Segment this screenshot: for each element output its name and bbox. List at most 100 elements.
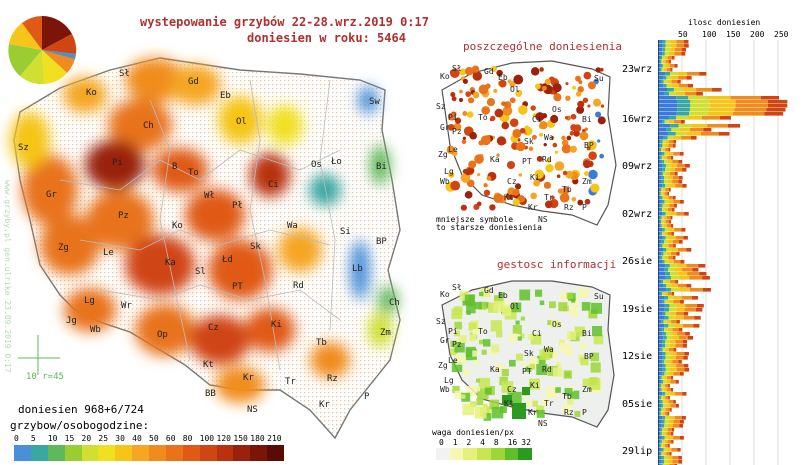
history-bar — [678, 328, 683, 332]
report-dot — [506, 160, 516, 170]
history-bar — [672, 360, 679, 364]
city-label: Sz — [436, 102, 446, 111]
city-label: Ci — [532, 115, 542, 124]
history-bar — [658, 256, 661, 260]
history-bar — [658, 220, 660, 224]
history-bar — [665, 272, 671, 276]
history-bar — [658, 416, 663, 420]
city-label: Si — [340, 227, 351, 237]
legend-tick: 40 — [132, 434, 142, 443]
history-bar — [658, 244, 661, 248]
history-bar — [660, 400, 663, 404]
main-density-map — [10, 57, 401, 440]
history-bar — [661, 68, 664, 72]
density-cell — [477, 387, 489, 400]
history-bar — [666, 320, 672, 324]
city-label: NS — [538, 215, 548, 224]
density-cell — [569, 307, 578, 317]
report-dot — [448, 171, 455, 178]
density-cell — [476, 398, 484, 406]
history-bar — [678, 76, 687, 80]
history-bar — [686, 264, 699, 268]
history-bar — [662, 364, 666, 368]
density-cell — [469, 335, 476, 342]
history-bar — [730, 96, 761, 100]
city-label: Kt — [504, 193, 514, 202]
history-bar — [661, 188, 664, 192]
density-cell — [489, 349, 497, 356]
report-dot — [477, 173, 481, 177]
density-cell — [512, 325, 522, 335]
history-bar — [660, 452, 662, 456]
report-dot — [483, 189, 491, 196]
history-bar — [665, 140, 669, 144]
density-cell — [490, 320, 502, 332]
history-bar — [661, 300, 665, 304]
history-bar — [664, 416, 670, 420]
density-cell — [547, 365, 558, 376]
history-bar — [667, 136, 674, 140]
report-dot — [569, 145, 577, 153]
history-bar — [662, 212, 666, 216]
history-bar — [658, 336, 664, 340]
history-bar — [673, 372, 680, 376]
history-bar — [733, 112, 765, 116]
history-bar — [661, 456, 664, 460]
density-cell — [534, 289, 543, 297]
history-bar — [666, 252, 671, 256]
history-bar — [669, 392, 676, 396]
history-bar — [663, 252, 667, 256]
report-dot — [530, 192, 538, 200]
history-bar — [665, 348, 669, 352]
report-dot — [480, 135, 491, 146]
history-bar — [675, 404, 679, 408]
density-cell — [520, 316, 525, 321]
history-bar — [661, 320, 664, 324]
history-bar — [675, 380, 679, 384]
report-dot — [447, 123, 455, 131]
history-bar — [676, 44, 685, 48]
city-label: Op — [157, 330, 168, 340]
history-bar — [664, 376, 668, 380]
report-dot — [466, 179, 475, 188]
date-label: 09wrz — [622, 161, 653, 172]
city-label: Zg — [438, 360, 448, 370]
weight-swatch — [449, 448, 464, 460]
report-dot — [490, 115, 496, 121]
history-bar — [682, 344, 687, 348]
history-bar — [672, 336, 680, 340]
history-bar — [692, 268, 699, 272]
city-label: Ki — [530, 173, 540, 182]
city-label: Su — [594, 74, 604, 83]
history-bar — [661, 452, 664, 456]
city-label: Tr — [544, 193, 554, 202]
history-bar — [663, 452, 667, 456]
history-bar — [665, 264, 670, 268]
history-bar — [664, 156, 668, 160]
history-bar — [672, 208, 675, 212]
history-bar — [676, 304, 686, 308]
weight-tick: 4 — [480, 438, 485, 447]
history-bar — [658, 84, 664, 88]
history-bar — [667, 176, 673, 180]
history-bar — [670, 388, 674, 392]
history-bar — [662, 444, 666, 448]
report-dot — [597, 139, 601, 143]
history-bar — [683, 312, 689, 316]
report-dot — [468, 97, 475, 104]
history-bar — [669, 264, 677, 268]
history-bar — [667, 88, 674, 92]
history-bar — [682, 340, 688, 344]
history-bar — [667, 232, 672, 236]
history-bar — [687, 116, 702, 120]
city-label: Ch — [389, 298, 400, 308]
report-dot — [552, 142, 558, 148]
density-cell — [491, 344, 500, 353]
mushrooms-label: grzybow/osobogodzine: — [10, 419, 150, 432]
report-dot — [461, 139, 467, 145]
city-label: Tb — [562, 392, 572, 401]
history-bar — [658, 316, 665, 320]
history-bar — [669, 64, 675, 68]
city-label: Lg — [444, 375, 454, 385]
history-bar — [675, 236, 684, 240]
